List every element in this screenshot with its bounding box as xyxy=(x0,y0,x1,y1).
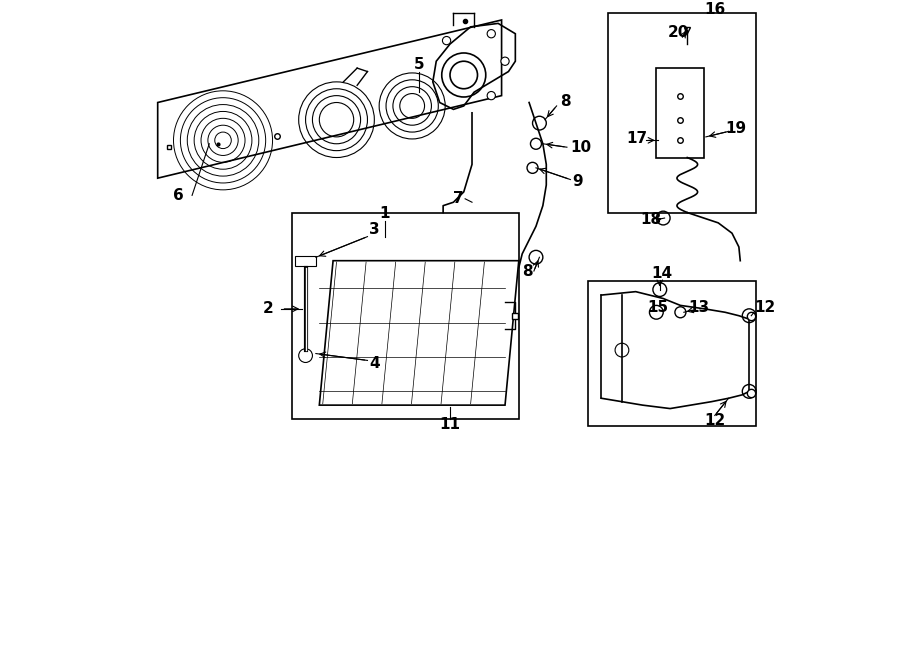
Text: 11: 11 xyxy=(439,417,461,432)
Bar xyxy=(588,282,756,426)
Text: 20: 20 xyxy=(668,25,689,40)
Text: 18: 18 xyxy=(640,212,662,227)
Text: 13: 13 xyxy=(688,300,709,315)
Bar xyxy=(295,256,316,266)
Circle shape xyxy=(501,57,509,65)
Text: 4: 4 xyxy=(369,356,380,371)
Circle shape xyxy=(443,36,451,45)
Text: 14: 14 xyxy=(652,266,672,280)
Text: 17: 17 xyxy=(626,131,648,146)
Text: 12: 12 xyxy=(754,300,775,315)
Text: 19: 19 xyxy=(724,121,746,136)
Bar xyxy=(608,13,756,213)
Circle shape xyxy=(487,30,495,38)
Text: 6: 6 xyxy=(173,188,184,203)
Text: 7: 7 xyxy=(453,191,464,206)
Text: 15: 15 xyxy=(647,300,669,315)
Circle shape xyxy=(299,349,312,362)
Text: 12: 12 xyxy=(704,412,725,428)
Text: 2: 2 xyxy=(263,301,273,317)
Text: 9: 9 xyxy=(572,174,582,189)
Bar xyxy=(656,68,705,157)
Text: 10: 10 xyxy=(570,139,591,155)
Text: 16: 16 xyxy=(704,2,725,17)
Text: 8: 8 xyxy=(522,264,532,278)
Circle shape xyxy=(487,91,495,100)
Text: 3: 3 xyxy=(369,222,380,237)
Text: 1: 1 xyxy=(380,206,390,221)
Text: 8: 8 xyxy=(560,94,571,108)
Bar xyxy=(292,213,518,419)
Text: 5: 5 xyxy=(414,57,425,72)
